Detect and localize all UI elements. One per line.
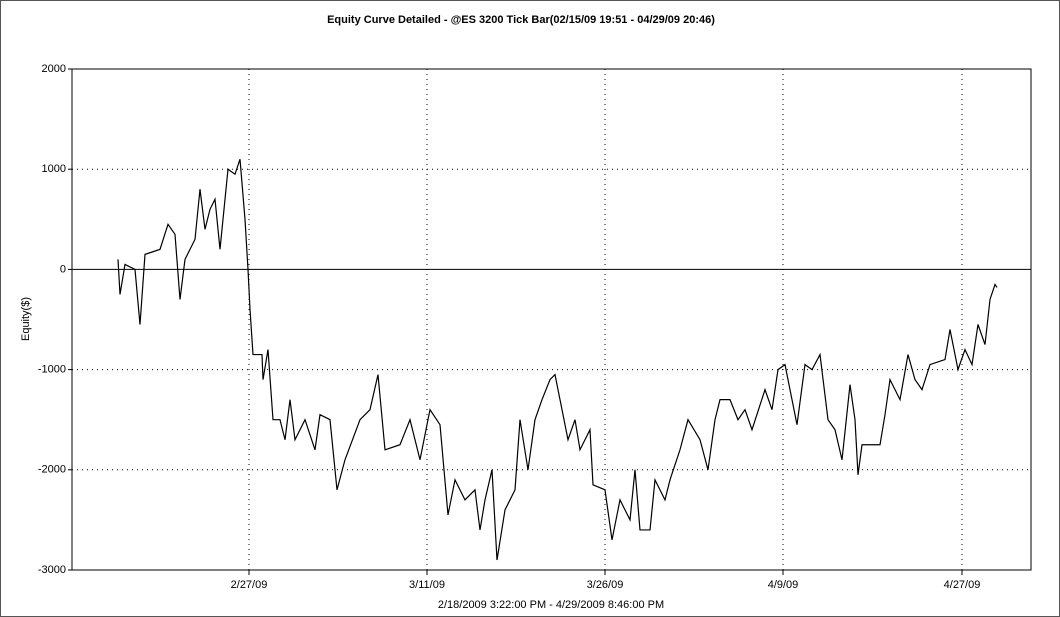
x-tick-label: 4/9/09	[768, 579, 799, 591]
y-axis-label: Equity($)	[20, 297, 32, 341]
y-tick-label: -3000	[38, 564, 66, 576]
equity-line	[117, 158, 998, 561]
y-tick-label: -2000	[38, 464, 66, 476]
x-tick-label: 2/27/09	[231, 579, 268, 591]
plot-area	[71, 68, 1032, 571]
x-axis-label: 2/18/2009 3:22:00 PM - 4/29/2009 8:46:00…	[438, 599, 664, 611]
chart-title: Equity Curve Detailed - @ES 3200 Tick Ba…	[327, 14, 715, 26]
x-tick-label: 4/27/09	[944, 579, 981, 591]
x-tick-label: 3/11/09	[409, 579, 445, 591]
y-tick-label: 2000	[42, 63, 66, 75]
y-tick-label: 0	[60, 263, 66, 275]
y-tick-label: -1000	[38, 364, 66, 376]
y-tick-label: 1000	[42, 163, 66, 175]
x-tick-label: 3/26/09	[587, 579, 624, 591]
